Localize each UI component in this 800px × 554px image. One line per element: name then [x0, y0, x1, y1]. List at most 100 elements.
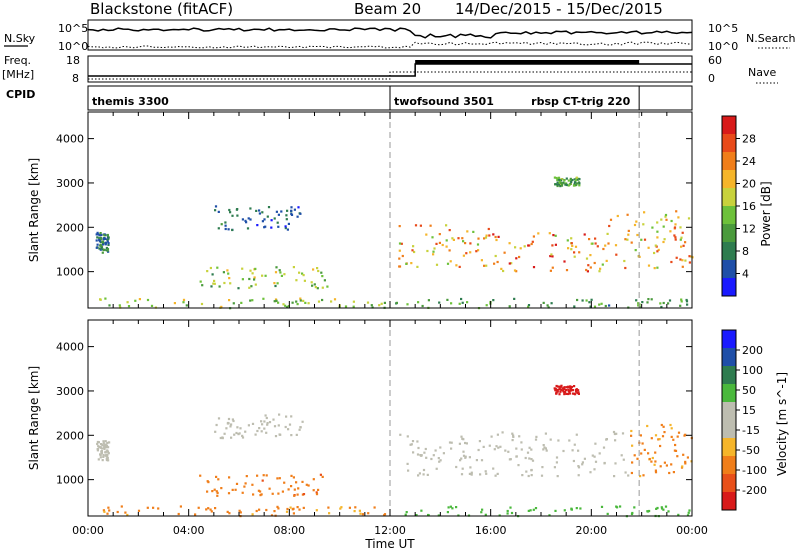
data-cell	[215, 475, 218, 478]
data-cell	[267, 206, 271, 209]
data-cell	[487, 227, 490, 231]
data-cell	[674, 236, 677, 239]
data-cell	[99, 298, 102, 301]
data-cell	[449, 505, 452, 508]
data-cell	[302, 493, 306, 496]
data-cell	[323, 279, 326, 282]
data-cell	[555, 461, 558, 464]
data-cell	[243, 485, 246, 488]
data-cell	[315, 509, 318, 512]
data-cell	[656, 250, 659, 253]
data-cell	[532, 235, 535, 238]
data-cell	[549, 438, 552, 441]
data-cell	[401, 254, 404, 258]
data-cell	[493, 448, 496, 451]
data-cell	[492, 299, 495, 302]
data-cell	[106, 441, 109, 444]
data-cell	[107, 243, 110, 246]
data-cell	[227, 492, 231, 495]
data-cell	[673, 226, 677, 229]
data-cell	[558, 181, 561, 184]
data-cell	[108, 441, 111, 444]
data-cell	[150, 304, 154, 307]
data-cell	[548, 514, 551, 517]
data-cell	[235, 431, 238, 435]
data-cell	[301, 272, 304, 275]
data-cell	[598, 303, 601, 306]
data-cell	[549, 255, 552, 258]
data-cell	[557, 176, 561, 179]
noise-tick-high-right: 10^5	[708, 22, 738, 35]
data-cell	[478, 440, 481, 443]
data-cell	[555, 176, 558, 180]
data-cell	[563, 390, 566, 393]
data-cell	[685, 298, 688, 302]
data-cell	[635, 220, 638, 223]
data-cell	[223, 281, 226, 285]
data-cell	[468, 456, 471, 459]
data-cell	[448, 441, 452, 444]
data-cell	[222, 271, 225, 274]
data-cell	[101, 459, 104, 462]
data-cell	[524, 456, 527, 460]
data-cell	[227, 272, 230, 275]
x-tick-label: 00:00	[72, 524, 104, 537]
data-cell	[105, 446, 108, 449]
data-cell	[274, 435, 278, 438]
data-cell	[660, 506, 663, 509]
data-cell	[241, 436, 245, 439]
data-cell	[104, 443, 107, 446]
data-cell	[99, 446, 102, 449]
colorbar-tick-label: 4	[742, 268, 749, 281]
cpid-entry: rbsp CT-trig 220	[531, 95, 631, 108]
data-cell	[118, 304, 121, 307]
data-cell	[623, 259, 626, 263]
data-cell	[253, 276, 256, 279]
data-cell	[103, 510, 106, 513]
data-cell	[669, 423, 672, 427]
data-cell	[284, 227, 287, 230]
data-cell	[469, 251, 472, 254]
data-cell	[594, 460, 598, 463]
data-cell	[558, 179, 561, 183]
data-cell	[270, 226, 273, 229]
data-cell	[106, 234, 109, 237]
data-cell	[194, 513, 197, 516]
colorbar-tick-label: 50	[742, 384, 756, 397]
data-cell	[293, 488, 296, 491]
data-cell	[681, 259, 684, 262]
data-cell	[279, 271, 282, 274]
data-cell	[483, 264, 486, 267]
data-cell	[622, 458, 625, 461]
data-cell	[432, 250, 435, 253]
data-cell	[201, 284, 204, 287]
data-cell	[593, 305, 597, 308]
data-cell	[276, 282, 279, 285]
data-cell	[556, 184, 559, 188]
data-cell	[398, 225, 401, 228]
data-cell	[107, 506, 110, 509]
data-cell	[231, 228, 234, 232]
data-cell	[554, 509, 557, 512]
colorbar-tick-label: -15	[742, 424, 760, 437]
data-cell	[226, 510, 229, 513]
data-cell	[677, 513, 680, 516]
data-cell	[409, 443, 412, 446]
data-cell	[220, 305, 223, 308]
data-cell	[553, 466, 556, 469]
data-cell	[591, 454, 594, 457]
data-cell	[667, 302, 670, 305]
data-cell	[563, 509, 566, 512]
data-cell	[245, 475, 248, 478]
data-cell	[458, 302, 461, 305]
colorbar-segment	[722, 260, 736, 279]
data-cell	[424, 447, 427, 451]
colorbar-segment	[722, 366, 736, 385]
data-cell	[451, 507, 454, 510]
data-cell	[214, 209, 217, 212]
data-cell	[586, 270, 589, 273]
data-cell	[614, 244, 618, 247]
data-cell	[563, 393, 566, 396]
data-cell	[99, 238, 103, 241]
data-cell	[215, 490, 218, 493]
